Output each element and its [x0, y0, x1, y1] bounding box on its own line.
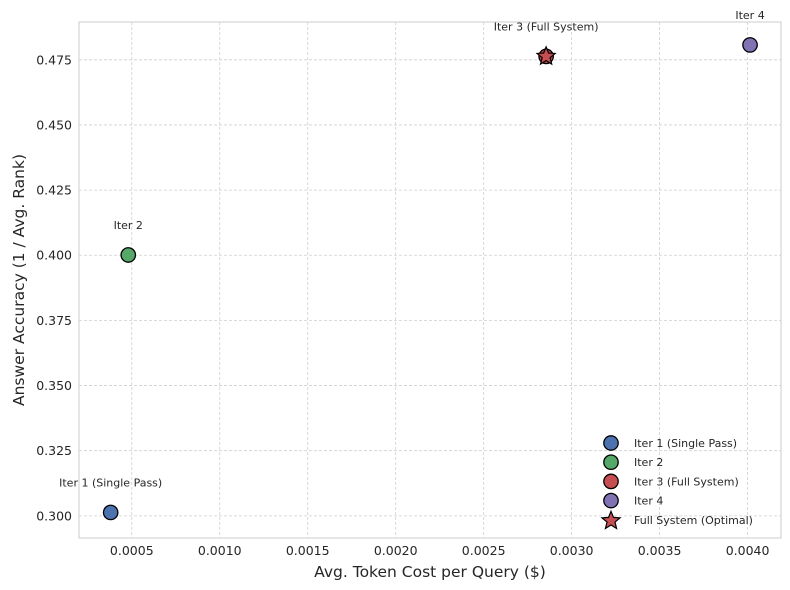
legend-label: Full System (Optimal)	[634, 514, 753, 527]
x-tick-label: 0.0020	[374, 543, 418, 558]
legend-marker	[600, 509, 622, 530]
annotations: Iter 1 (Single Pass) Iter 2 Iter 3 (Full S…	[59, 9, 765, 490]
legend-marker	[603, 473, 619, 490]
data-points	[102, 37, 758, 521]
legend-label: Iter 3 (Full System)	[634, 475, 739, 488]
x-tick-label: 0.0035	[638, 543, 682, 558]
legend-marker	[603, 454, 619, 471]
point-annotation: Iter 4	[735, 9, 764, 22]
y-tick-label: 0.300	[36, 508, 72, 523]
y-tick-label: 0.425	[36, 183, 72, 198]
y-tick-label: 0.375	[36, 313, 72, 328]
legend-marker	[603, 435, 619, 451]
x-tick-label: 0.0030	[550, 543, 594, 558]
point-annotation: Iter 1 (Single Pass)	[59, 476, 162, 489]
legend-marker	[603, 492, 619, 509]
x-tick-label: 0.0040	[726, 543, 770, 558]
x-tick-labels: 0.0005 0.0010 0.0015 0.0020 0.0025 0.0030 0.00…	[110, 543, 770, 558]
x-axis-label: Avg. Token Cost per Query ($)	[314, 563, 546, 581]
x-tick-label: 0.0025	[462, 543, 506, 558]
legend-label: Iter 2	[634, 456, 663, 469]
y-tick-label: 0.400	[36, 248, 72, 263]
y-tick-labels: 0.300 0.325 0.350 0.375 0.400 0.425 0.450 0.475	[36, 52, 72, 523]
point-annotation: Iter 2	[114, 219, 143, 232]
legend-label: Iter 1 (Single Pass)	[634, 437, 737, 450]
point-annotation: Iter 3 (Full System)	[494, 20, 599, 33]
y-tick-label: 0.450	[36, 117, 72, 132]
plot-area	[78, 21, 782, 539]
data-point	[120, 247, 137, 263]
grid	[79, 22, 781, 538]
y-tick-label: 0.475	[36, 52, 72, 67]
x-tick-label: 0.0015	[286, 543, 330, 558]
data-point-star	[535, 45, 557, 66]
legend-label: Iter 4	[634, 495, 663, 508]
y-tick-label: 0.325	[36, 443, 72, 458]
x-tick-label: 0.0005	[110, 543, 154, 558]
y-tick-label: 0.350	[36, 378, 72, 393]
x-tick-label: 0.0010	[198, 543, 242, 558]
data-point	[742, 37, 758, 53]
legend: Iter 1 (Single Pass) Iter 2 Iter 3 (Full S…	[600, 435, 753, 530]
data-point	[102, 504, 119, 521]
y-axis-label: Answer Accuracy (1 / Avg. Rank)	[10, 154, 28, 406]
